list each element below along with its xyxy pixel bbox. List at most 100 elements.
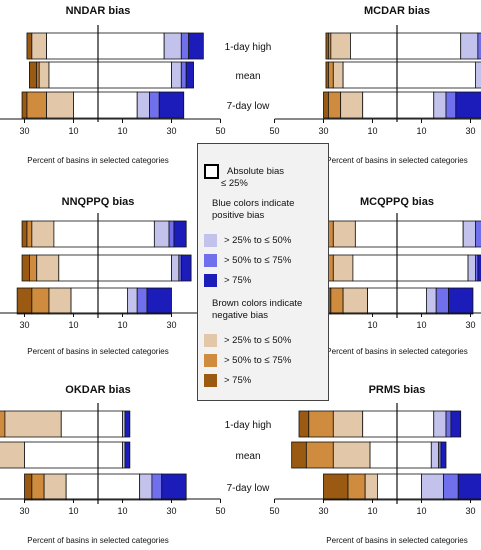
x-axis-label-mcdar-bias: Percent of basins in selected categories (326, 156, 467, 165)
bar-okdar-bias-row2-pos2 (151, 473, 163, 501)
bar-okdar-bias-row1-pos0 (97, 441, 123, 469)
bar-prms-bias-row2-neg1 (347, 473, 366, 501)
bar-mcdar-bias-row2-pos2 (445, 91, 457, 119)
x-tick-label-okdar-bias-5: 50 (215, 506, 225, 516)
x-tick-label-nndar-bias-3: 10 (117, 126, 127, 136)
bar-nnqppq-bias-row0-neg0 (21, 220, 28, 248)
x-tick-label-prms-bias-0: 50 (269, 506, 279, 516)
row-label-r0-0: 1-day high (225, 42, 272, 53)
panel-title-okdar-bias: OKDAR bias (65, 384, 130, 396)
bar-nnqppq-bias-row0-neg2 (31, 220, 55, 248)
legend-swatch-pos-2 (204, 254, 217, 267)
row-label-r2-0: 1-day high (225, 420, 272, 431)
bar-okdar-bias-row1-pos3 (124, 441, 131, 469)
x-axis-label-nnqppq-bias: Percent of basins in selected categories (27, 347, 168, 356)
bar-prms-bias-row1-neg0 (291, 441, 307, 469)
bar-nnqppq-bias-row2-pos1 (127, 287, 138, 315)
x-tick-label-nnqppq-bias-2: 10 (68, 320, 78, 330)
x-tick-label-mcqppq-bias-3: 10 (416, 320, 426, 330)
x-tick-label-nndar-bias-4: 30 (166, 126, 176, 136)
bar-okdar-bias-row2-pos1 (139, 473, 153, 501)
bar-nndar-bias-row2-neg3 (73, 91, 99, 119)
bar-nndar-bias-row0-neg2 (31, 32, 47, 60)
bar-nnqppq-bias-row1-neg0 (21, 254, 30, 282)
x-tick-label-mcdar-bias-0: 50 (269, 126, 279, 136)
bar-nnqppq-bias-row0-neg3 (53, 220, 99, 248)
legend-item-neg-2: > 50% to ≤ 75% (204, 354, 291, 367)
bar-mcqppq-bias-row0-neg3 (354, 220, 398, 248)
legend-neg-label-2: > 50% to ≤ 75% (224, 355, 292, 366)
row-label-r0-1: mean (235, 71, 260, 82)
x-tick-label-prms-bias-3: 10 (416, 506, 426, 516)
x-tick-label-prms-bias-2: 10 (367, 506, 377, 516)
bar-prms-bias-row2-pos2 (443, 473, 459, 501)
bar-okdar-bias-row0-neg1 (0, 410, 6, 438)
bar-nnqppq-bias-row0-pos1 (153, 220, 170, 248)
x-tick-label-mcdar-bias-1: 30 (318, 126, 328, 136)
bar-nndar-bias-row1-neg3 (48, 61, 99, 89)
x-tick-label-nndar-bias-2: 10 (68, 126, 78, 136)
bar-prms-bias-row1-neg2 (332, 441, 371, 469)
legend-abs-label-2: ≤ 25% (221, 178, 248, 189)
panel-title-prms-bias: PRMS bias (369, 384, 426, 396)
bar-nndar-bias-row2-pos1 (136, 91, 150, 119)
bar-prms-bias-row2-neg0 (323, 473, 349, 501)
legend-abs-label: Absolute bias (227, 166, 285, 177)
bar-okdar-bias-row2-neg1 (31, 473, 45, 501)
x-tick-label-nndar-bias-1: 30 (19, 126, 29, 136)
bar-nnqppq-bias-row1-neg1 (28, 254, 38, 282)
x-tick-label-prms-bias-1: 30 (318, 506, 328, 516)
bar-prms-bias-row0-neg2 (332, 410, 364, 438)
bar-prms-bias-row1-pos3 (440, 441, 447, 469)
bar-nndar-bias-row2-neg0 (21, 91, 28, 119)
bar-prms-bias-row0-neg0 (298, 410, 310, 438)
x-tick-label-mcqppq-bias-2: 10 (367, 320, 377, 330)
bar-mcdar-bias-row1-neg3 (342, 61, 398, 89)
legend-neg-label-3: > 75% (224, 375, 252, 386)
bar-mcqppq-bias-row1-pos3 (477, 254, 481, 282)
bar-nndar-bias-row0-neg0 (26, 32, 33, 60)
x-axis-label-prms-bias: Percent of basins in selected categories (326, 536, 467, 545)
bar-prms-bias-row2-neg3 (376, 473, 398, 501)
legend-swatch-pos-3 (204, 274, 217, 287)
bar-nndar-bias-row0-pos0 (97, 32, 165, 60)
bar-mcqppq-bias-row0-pos1 (462, 220, 476, 248)
bar-nnqppq-bias-row1-pos1 (171, 254, 180, 282)
x-tick-label-prms-bias-4: 30 (465, 506, 475, 516)
bar-mcdar-bias-row1-pos1 (474, 61, 481, 89)
bar-mcqppq-bias-row1-neg3 (352, 254, 398, 282)
bar-nndar-bias-row0-neg3 (46, 32, 99, 60)
x-axis-label-mcqppq-bias: Percent of basins in selected categories (326, 347, 467, 356)
legend-pos-label-2: > 50% to ≤ 75% (224, 255, 292, 266)
legend-neg-label-1: > 25% to ≤ 50% (224, 335, 292, 346)
x-tick-label-mcqppq-bias-4: 30 (465, 320, 475, 330)
bar-okdar-bias-row0-pos3 (124, 410, 131, 438)
legend-item-absolute: Absolute bias (204, 164, 284, 179)
panel-title-nndar-bias: NNDAR bias (66, 5, 131, 17)
bar-mcdar-bias-row2-neg3 (362, 91, 398, 119)
bar-prms-bias-row2-pos3 (457, 473, 481, 501)
bar-prms-bias-row0-pos2 (445, 410, 452, 438)
legend-pos-title-2: positive bias (212, 210, 265, 221)
x-tick-label-okdar-bias-4: 30 (166, 506, 176, 516)
bar-nndar-bias-row2-neg2 (46, 91, 74, 119)
row-label-r2-1: mean (235, 451, 260, 462)
bar-nndar-bias-row2-pos3 (158, 91, 185, 119)
legend-neg-title-1: Brown colors indicate (212, 298, 303, 309)
legend-pos-label-1: > 25% to ≤ 50% (224, 235, 292, 246)
legend-pos-title-1: Blue colors indicate (212, 198, 295, 209)
bar-nndar-bias-row1-pos2 (180, 61, 187, 89)
legend-swatch-neg-2 (204, 354, 217, 367)
bar-nnqppq-bias-row2-pos3 (146, 287, 172, 315)
bar-nndar-bias-row2-pos0 (97, 91, 138, 119)
bar-mcqppq-bias-row2-pos3 (448, 287, 474, 315)
bar-okdar-bias-row2-pos0 (97, 473, 141, 501)
x-tick-label-mcdar-bias-2: 10 (367, 126, 377, 136)
legend-neg-title-2: negative bias (212, 310, 268, 321)
bar-mcqppq-bias-row0-pos0 (396, 220, 464, 248)
bar-nnqppq-bias-row2-pos2 (136, 287, 148, 315)
bar-prms-bias-row0-pos0 (396, 410, 435, 438)
bar-nnqppq-bias-row1-pos0 (97, 254, 172, 282)
x-axis-label-okdar-bias: Percent of basins in selected categories (27, 536, 168, 545)
bar-nnqppq-bias-row2-pos0 (97, 287, 128, 315)
